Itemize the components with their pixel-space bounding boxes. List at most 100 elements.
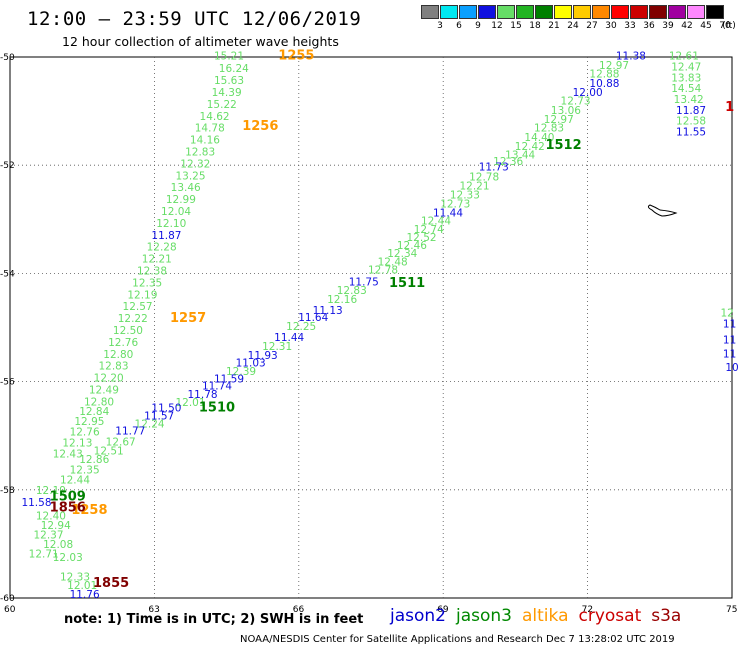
wave-height-value: 12.35 [132, 277, 162, 289]
wave-height-value: 12.24 [135, 419, 165, 431]
wave-height-value: 12.04 [161, 206, 191, 218]
wave-height-value: 11.13 [313, 305, 343, 317]
wave-height-value: 12.36 [493, 156, 523, 168]
legend-label: 15 [510, 21, 522, 31]
wave-height-value: 12.95 [74, 416, 104, 428]
lon-tick-label: 66 [293, 605, 305, 615]
wave-height-value: 12.73 [440, 198, 470, 210]
wave-height-value: 11.64 [298, 312, 328, 324]
lat-tick-label: -50 [0, 53, 15, 63]
wave-height-value: 11.03 [236, 357, 266, 369]
legend-swatch [535, 5, 553, 19]
legend-swatch [706, 5, 724, 19]
track-id-label: 1255 [278, 49, 314, 64]
wave-height-value: 13.25 [175, 170, 205, 182]
wave-height-value: 12.67 [106, 436, 136, 448]
wave-height-value: 12.40 [36, 511, 66, 523]
wave-height-value: 12.25 [286, 321, 316, 333]
wave-height-value: 11.75 [349, 276, 379, 288]
map-subtitle: 12 hour collection of altimeter wave hei… [62, 34, 339, 49]
wave-height-value: 12.32 [180, 158, 210, 170]
wave-height-value: 11.74 [202, 381, 232, 393]
legend-swatch [630, 5, 648, 19]
footnote: note: 1) Time is in UTC; 2) SWH is in fe… [64, 612, 364, 627]
track-id-label: 1512 [545, 138, 581, 153]
wave-height-value: 11.38 [616, 51, 646, 63]
wave-height-value: 12.99 [166, 194, 196, 206]
wave-height-value: 11.76 [70, 589, 100, 601]
color-scale-legend: 3 6 9 12 15 18 21 24 27 30 33 36 39 42 45 70 (ft) [421, 5, 736, 33]
satellite-cryosat: cryosat [578, 606, 642, 626]
wave-height-value: 13.83 [671, 72, 701, 84]
legend-swatch [497, 5, 515, 19]
lat-tick-label: -58 [0, 486, 15, 496]
wave-height-value: 12.38 [137, 265, 167, 277]
wave-height-value: 11.55 [676, 126, 706, 138]
legend-swatch [421, 5, 439, 19]
track-id-label: 1 [725, 100, 734, 115]
wave-height-value: 11.44 [433, 208, 463, 220]
legend-label: 24 [567, 21, 579, 31]
wave-height-value: 12.33 [60, 572, 90, 584]
wave-height-value: 12.21 [459, 181, 489, 193]
wave-height-value: 11 [723, 319, 736, 331]
legend-label: 9 [475, 21, 481, 31]
wave-height-value: 12.13 [62, 438, 92, 450]
wave-height-value: 12.35 [70, 465, 100, 477]
wave-height-value: 12.80 [103, 349, 133, 361]
wave-height-value: 12.73 [561, 96, 591, 108]
wave-height-value: 14.78 [195, 123, 225, 135]
wave-height-value: 12.80 [84, 396, 114, 408]
wave-height-value: 15.21 [214, 51, 244, 63]
wave-height-value: 12.20 [94, 373, 124, 385]
credit-line: NOAA/NESDIS Center for Satellite Applica… [240, 634, 675, 645]
legend-label: 42 [681, 21, 693, 31]
legend-unit: (ft) [722, 21, 736, 31]
wave-height-value: 11.73 [479, 162, 509, 174]
wave-height-value: 12.78 [469, 171, 499, 183]
legend-label: 45 [700, 21, 712, 31]
wave-height-value: 13.46 [171, 182, 201, 194]
satellite-jason3: jason3 [456, 606, 512, 626]
legend-label: 6 [456, 21, 462, 31]
lon-tick-label: 60 [4, 605, 16, 615]
wave-height-value: 16.24 [219, 63, 249, 75]
wave-height-value: 11 [723, 348, 736, 360]
track-id-label: 1511 [389, 276, 425, 291]
wave-height-value: 12.83 [534, 123, 564, 135]
legend-label: 33 [624, 21, 636, 31]
lon-tick-label: 63 [148, 605, 159, 615]
wave-height-value: 14.62 [200, 111, 230, 123]
wave-height-value: 13.06 [551, 105, 581, 117]
wave-height-value: 13.44 [505, 150, 535, 162]
wave-height-value: 11.77 [115, 426, 145, 438]
wave-height-value: 12.58 [676, 116, 706, 128]
wave-height-value: 12.19 [127, 289, 157, 301]
wave-height-value: 12.51 [94, 446, 124, 458]
legend-swatch [554, 5, 572, 19]
wave-height-value: 12.21 [142, 254, 172, 266]
wave-height-value: 12.39 [226, 366, 256, 378]
wave-height-value: 12.44 [421, 216, 451, 228]
wave-height-value: 12.76 [70, 427, 100, 439]
wave-height-value: 12.88 [589, 69, 619, 81]
wave-height-value: 15.22 [207, 99, 237, 111]
wave-height-value: 11.59 [214, 374, 244, 386]
wave-height-value: 12.34 [387, 248, 417, 260]
legend-label: 30 [605, 21, 617, 31]
track-id-label: 1509 [50, 490, 86, 505]
wave-height-value: 14.54 [671, 83, 701, 95]
legend-label: 12 [491, 21, 503, 31]
wave-height-value: 12.50 [113, 325, 143, 337]
legend-swatch [516, 5, 534, 19]
legend-swatch [478, 5, 496, 19]
wave-height-value: 12.52 [407, 232, 437, 244]
lon-tick-label: 75 [726, 605, 737, 615]
lat-lon-grid: 60 63 66 69 72 75 -50 -52 -54 -56 -58 -60 [0, 53, 737, 615]
wave-height-value: 11 [723, 335, 736, 347]
wave-height-value: 12.57 [123, 301, 153, 313]
